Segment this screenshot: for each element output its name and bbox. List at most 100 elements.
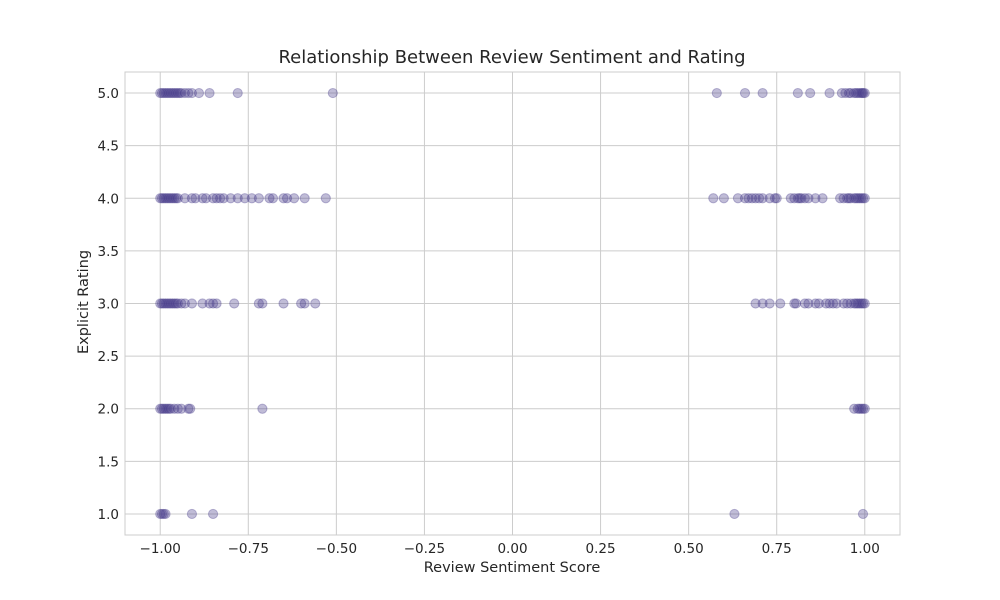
scatter-point [155,298,166,309]
scatter-point [165,193,176,204]
y-tick-label: 1.0 [98,507,119,523]
x-axis-label: Review Sentiment Score [424,560,601,576]
scatter-point [163,87,175,99]
scatter-point [729,508,740,520]
scatter-point [838,193,849,204]
scatter-point [176,87,187,99]
scatter-point [708,193,719,204]
scatter-point [711,87,722,99]
scatter-point [843,193,855,204]
scatter-point [824,298,835,309]
x-tick-label: 0.25 [586,541,616,557]
scatter-point [183,403,194,414]
scatter-point [162,403,173,414]
scatter-point [186,298,198,309]
scatter-point [278,193,289,204]
scatter-point [739,87,751,99]
scatter-point [857,193,869,204]
scatter-point [757,298,768,309]
scatter-point [854,403,865,414]
scatter-point [842,193,853,204]
scatter-point [743,193,754,204]
scatter-point [185,403,196,414]
y-tick-label: 3.5 [98,244,119,260]
scatter-point [207,193,219,204]
scatter-point [253,193,264,204]
scatter-point [158,193,169,204]
scatter-point [200,193,212,204]
scatter-point [264,193,275,204]
scatter-point [176,298,187,309]
scatter-point [155,87,166,99]
scatter-point [803,298,814,309]
scatter-point [165,298,176,309]
scatter-point [843,87,855,99]
scatter-point [207,508,219,520]
plot-frame [124,71,901,536]
scatter-point [156,298,168,309]
scatter-point [849,403,860,414]
scatter-point [169,403,180,414]
scatter-point [288,193,300,204]
scatter-point [859,298,870,309]
scatter-point [299,298,310,309]
y-tick-label: 4.0 [98,191,119,207]
scatter-point [179,298,190,309]
scatter-point [854,87,865,99]
scatter-point [820,298,832,309]
scatter-point [857,87,868,99]
scatter-point [155,403,166,414]
scatter-point [803,193,814,204]
scatter-point [211,193,222,204]
scatter-point [160,508,171,520]
scatter-point [805,87,816,99]
scatter-point [169,298,180,309]
scatter-point [794,193,805,204]
scatter-point [856,403,867,414]
scatter-point [845,87,856,99]
scatter-point [856,193,867,204]
scatter-point [165,87,176,99]
scatter-point [299,193,310,204]
scatter-point [320,193,331,204]
scatter-point [172,403,183,414]
scatter-point [253,298,264,309]
scatter-point [232,87,243,99]
scatter-point [827,298,839,309]
scatter-point [158,403,169,414]
scatter-point [739,193,751,204]
scatter-point [197,298,208,309]
scatter-point [197,193,208,204]
scatter-point [859,403,870,414]
scatter-point [327,87,338,99]
scatter-point [858,87,869,99]
scatter-point [854,193,865,204]
scatter-point [156,87,168,99]
scatter-point [169,193,180,204]
scatter-point [296,298,307,309]
scatter-point [849,193,860,204]
scatter-point [186,87,198,99]
scatter-point [849,298,860,309]
x-tick-label: −0.25 [404,541,445,557]
grid-lines [125,72,900,535]
scatter-point [785,193,796,204]
scatter-point [769,193,781,204]
scatter-point [158,508,169,520]
scatter-point [857,403,869,414]
x-tick-label: −1.00 [140,541,181,557]
x-tick-label: 0.75 [762,541,792,557]
scatter-point [163,298,175,309]
scatter-point [215,193,226,204]
scatter-point [158,87,169,99]
scatter-point [239,193,250,204]
scatter-point [186,508,198,520]
scatter-point [169,87,180,99]
scatter-point [845,193,856,204]
scatter-point [857,298,869,309]
scatter-point [764,298,775,309]
scatter-point [229,298,240,309]
scatter-point [160,298,171,309]
